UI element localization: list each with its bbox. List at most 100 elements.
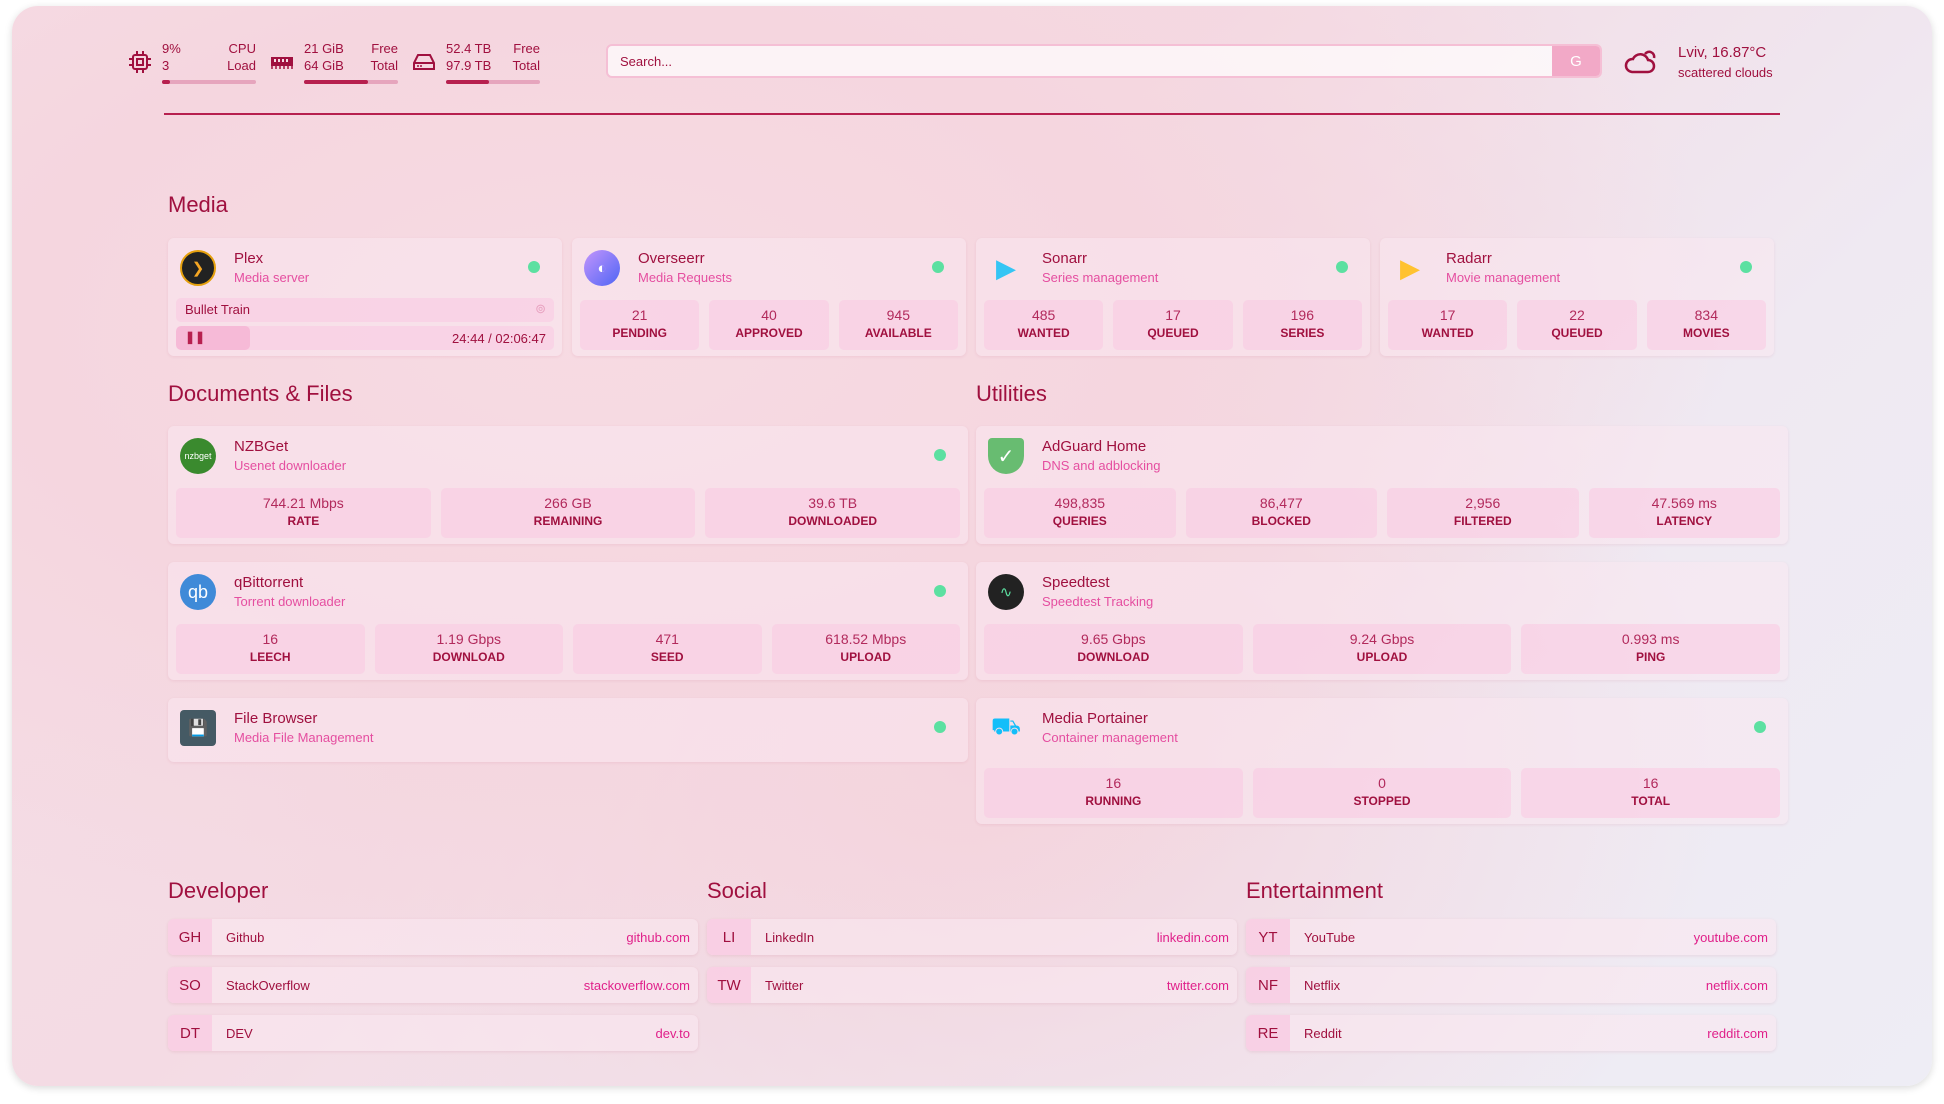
stat-value-top: 52.4 TB — [446, 41, 492, 56]
stat-value: 21 — [631, 307, 648, 323]
stat-label: UPLOAD — [840, 650, 892, 664]
usage-bar — [162, 80, 256, 84]
media-info-icon[interactable]: ⊚ — [535, 301, 546, 316]
stat-download: 9.65 Gbps DOWNLOAD — [984, 624, 1243, 674]
service-card-sonarr[interactable]: ▶ Sonarr Series management 485 WANTED 17 QUEUE… — [976, 238, 1370, 356]
bookmark-url[interactable]: stackoverflow.com — [583, 977, 690, 993]
stat-label: BLOCKED — [1251, 514, 1311, 528]
bookmark-url[interactable]: youtube.com — [1693, 929, 1768, 945]
service-name[interactable]: Plex — [234, 250, 264, 267]
service-description: Series management — [1042, 270, 1159, 285]
service-description: Media File Management — [234, 730, 374, 745]
pause-icon[interactable]: ❚❚ — [185, 330, 206, 344]
qbittorrent-icon: qb — [180, 574, 216, 610]
service-name[interactable]: qBittorrent — [234, 574, 304, 591]
bookmark-github[interactable]: GH Github github.com — [168, 919, 698, 955]
bookmark-url[interactable]: netflix.com — [1705, 977, 1768, 993]
bookmark-stackoverflow[interactable]: SO StackOverflow stackoverflow.com — [168, 967, 698, 1003]
service-name[interactable]: File Browser — [234, 710, 318, 727]
service-card-nzbget[interactable]: nzbget NZBGet Usenet downloader 744.21 Mbps… — [168, 426, 968, 544]
service-card-plex[interactable]: ❯ Plex Media server Bullet Train ⊚ ❚❚ 24:44 / … — [168, 238, 562, 356]
service-name[interactable]: Media Portainer — [1042, 710, 1148, 727]
bookmark-abbreviation: YT — [1246, 919, 1290, 955]
service-stats: 9.65 Gbps DOWNLOAD 9.24 Gbps UPLOAD 0.993 ms… — [984, 624, 1781, 674]
usage-bar — [304, 80, 398, 84]
bookmark-name[interactable]: Netflix — [1304, 977, 1341, 993]
bookmark-url[interactable]: reddit.com — [1707, 1025, 1768, 1041]
stat-label: QUEUED — [1147, 326, 1199, 340]
bookmark-abbreviation: LI — [707, 919, 751, 955]
service-name[interactable]: AdGuard Home — [1042, 438, 1147, 455]
service-card-adguard-home[interactable]: ✓ AdGuard Home DNS and adblocking 498,835 QU… — [976, 426, 1788, 544]
bookmark-linkedin[interactable]: LI LinkedIn linkedin.com — [707, 919, 1237, 955]
bookmark-url[interactable]: twitter.com — [1166, 977, 1229, 993]
bookmark-name[interactable]: Reddit — [1304, 1025, 1342, 1041]
service-name[interactable]: Speedtest — [1042, 574, 1110, 591]
service-description: Media Requests — [638, 270, 732, 285]
bookmark-name[interactable]: LinkedIn — [765, 929, 815, 945]
stat-pending: 21 PENDING — [580, 300, 700, 350]
bookmark-name[interactable]: YouTube — [1304, 929, 1356, 945]
service-name[interactable]: Radarr — [1446, 250, 1492, 267]
service-name[interactable]: Overseerr — [638, 250, 705, 267]
service-card-speedtest[interactable]: ∿ Speedtest Speedtest Tracking 9.65 Gbps DOW… — [976, 562, 1788, 680]
stat-label: DOWNLOAD — [1077, 650, 1150, 664]
bookmark-url[interactable]: dev.to — [655, 1025, 690, 1041]
stat-labels: Free Total — [513, 40, 540, 74]
stat-download: 1.19 Gbps DOWNLOAD — [374, 624, 563, 674]
bookmark-name[interactable]: DEV — [226, 1025, 253, 1041]
bookmark-netflix[interactable]: NF Netflix netflix.com — [1246, 967, 1776, 1003]
service-card-file-browser[interactable]: 💾 File Browser Media File Management — [168, 698, 968, 762]
stat-value: 39.6 TB — [808, 495, 858, 511]
section-title-utilities: Utilities — [976, 381, 1047, 406]
section-title-developer: Developer — [168, 878, 269, 903]
bookmark-reddit[interactable]: RE Reddit reddit.com — [1246, 1015, 1776, 1051]
header-divider — [164, 113, 1780, 115]
service-description: Torrent downloader — [234, 594, 346, 609]
bookmark-youtube[interactable]: YT YouTube youtube.com — [1246, 919, 1776, 955]
plex-icon: ❯ — [180, 250, 216, 286]
header-stat-ram: 21 GiB 64 GiB Free Total — [304, 40, 398, 90]
service-description: Movie management — [1446, 270, 1561, 285]
bookmark-twitter[interactable]: TW Twitter twitter.com — [707, 967, 1237, 1003]
stat-label: LEECH — [249, 650, 291, 664]
bookmark-url[interactable]: linkedin.com — [1156, 929, 1229, 945]
stat-label: UPLOAD — [1356, 650, 1408, 664]
service-card-overseerr[interactable]: ◐ Overseerr Media Requests 21 PENDING 40 APPRO… — [572, 238, 966, 356]
bookmark-name[interactable]: Twitter — [765, 977, 804, 993]
stat-value: 945 — [886, 307, 910, 323]
dashboard-window: G Lviv, 16.87°C scattered clouds Media D… — [12, 6, 1932, 1086]
bookmark-name[interactable]: Github — [226, 929, 265, 945]
search-input[interactable] — [608, 46, 1552, 76]
service-description: Container management — [1042, 730, 1178, 745]
stat-value: 47.569 ms — [1651, 495, 1717, 511]
stat-value: 17 — [1165, 307, 1181, 323]
stat-leech: 16 LEECH — [176, 624, 365, 674]
sonarr-icon: ▶ — [996, 252, 1016, 283]
stat-value-bottom: 64 GiB — [304, 58, 344, 73]
service-card-media-portainer[interactable]: ⛟ Media Portainer Container management 16 RU… — [976, 698, 1788, 824]
status-indicator — [528, 261, 540, 273]
stat-value: 834 — [1694, 307, 1718, 323]
section-title-media: Media — [168, 192, 228, 217]
stat-label-bottom: Total — [370, 58, 398, 73]
stat-label: PING — [1636, 650, 1666, 664]
stat-value: 16 — [1642, 775, 1659, 791]
search-provider-button[interactable]: G — [1552, 46, 1600, 76]
service-card-radarr[interactable]: ▶ Radarr Movie management 17 WANTED 22 QUEUED 8… — [1380, 238, 1774, 356]
stat-label: DOWNLOAD — [432, 650, 505, 664]
overseerr-icon: ◐ — [584, 250, 620, 286]
bookmark-name[interactable]: StackOverflow — [226, 977, 310, 993]
stat-label: PENDING — [612, 326, 667, 340]
service-card-qbittorrent[interactable]: qb qBittorrent Torrent downloader 16 LEECH 1.… — [168, 562, 968, 680]
service-name[interactable]: Sonarr — [1042, 250, 1088, 267]
service-name[interactable]: NZBGet — [234, 438, 289, 455]
bookmark-abbreviation: DT — [168, 1015, 212, 1051]
bookmark-dev[interactable]: DT DEV dev.to — [168, 1015, 698, 1051]
stat-queued: 17 QUEUED — [1113, 300, 1233, 350]
bookmark-url[interactable]: github.com — [626, 929, 690, 945]
stat-wanted: 17 WANTED — [1388, 300, 1508, 350]
search-bar: G — [606, 44, 1602, 78]
service-stats: 16 LEECH 1.19 Gbps DOWNLOAD 471 SEED 618.52 Mb… — [176, 624, 960, 674]
stat-label-bottom: Load — [227, 58, 256, 73]
